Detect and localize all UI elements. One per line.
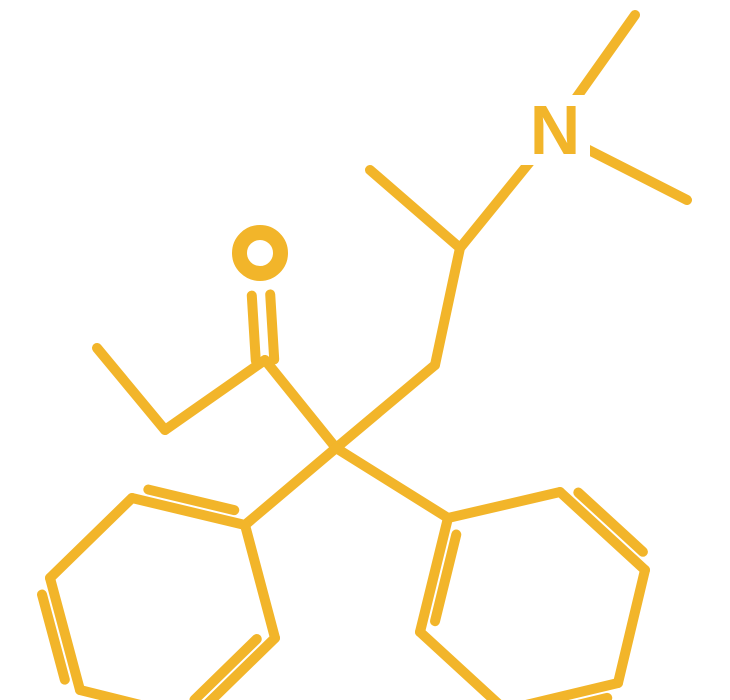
bond-Ph1-6: [245, 525, 275, 638]
atom-N-label: N: [530, 91, 581, 169]
bond-N-CH3-right: [580, 146, 687, 200]
bond-CO-CH2b: [165, 360, 265, 430]
bond-Ph1-2: [50, 498, 132, 578]
bond-CO-O-b: [252, 296, 256, 361]
bond-N-CH: [460, 153, 537, 248]
chemical-structure-diagram: N: [0, 0, 730, 700]
bond-CH2-Cq: [336, 365, 435, 448]
bond-Ph2-3: [618, 570, 645, 683]
bond-Cq-Ph1: [245, 448, 336, 525]
bond-Ph2-5: [420, 632, 505, 700]
bond-Cq-Ph2: [336, 448, 448, 518]
bond-CH-CH3: [370, 170, 460, 248]
bond-Ph2-1: [448, 492, 560, 518]
bond-Ph2-2: [560, 492, 645, 570]
bond-Ph1-4: [80, 690, 193, 700]
bond-CO-O-a: [270, 294, 274, 359]
bond-Cq-CO: [265, 360, 336, 448]
bond-CH2b-CH3b: [97, 348, 165, 430]
bond-N-CH3-up: [571, 15, 635, 105]
bond-CH-CH2: [435, 248, 460, 365]
